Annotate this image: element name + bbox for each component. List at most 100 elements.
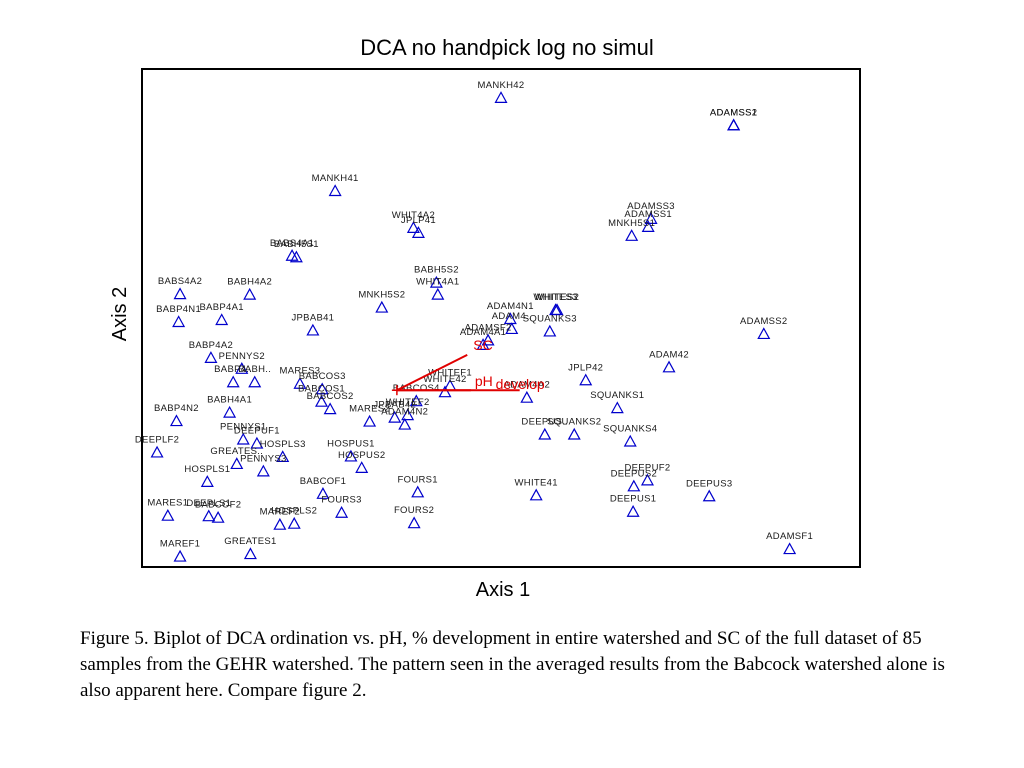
- data-point-marker: [248, 375, 262, 388]
- data-point-label: WHITEF2: [386, 397, 430, 408]
- data-point-marker: [226, 375, 240, 388]
- data-point-label: HOSPUS1: [327, 438, 375, 449]
- data-point-label: MAREF2: [260, 507, 300, 518]
- data-point-label: ADAM4A1: [460, 327, 506, 338]
- data-point-label: WHITE42: [423, 374, 466, 385]
- data-point-label: ADAMSS1: [710, 107, 758, 118]
- data-point-marker: [173, 549, 187, 562]
- data-point-label: SQUANKS4: [603, 424, 657, 435]
- data-point-marker: [236, 432, 250, 445]
- data-point-marker: [273, 517, 287, 530]
- data-point-marker: [230, 457, 244, 470]
- data-point-label: WHITEF1: [428, 368, 472, 379]
- data-point-label: BABH5S2: [414, 265, 459, 276]
- data-point-label: WHITES3: [533, 292, 577, 303]
- data-point-label: MNKH5S2: [358, 290, 405, 301]
- data-point-marker: [538, 427, 552, 440]
- data-point-label: BABCOS1: [298, 384, 345, 395]
- data-point-marker: [623, 434, 637, 447]
- data-point-label: HOSPUS2: [338, 450, 386, 461]
- data-point-marker: [644, 212, 658, 224]
- data-point-marker: [626, 504, 640, 517]
- data-point-marker: [243, 547, 257, 560]
- biplot-chart: DCA no handpick log no simul MANKH42 ADAM…: [109, 35, 861, 601]
- data-point-label: ADAMSS2: [710, 107, 758, 118]
- data-point-label: ADAM42: [649, 349, 689, 360]
- data-point-label: BABP4A2: [189, 340, 233, 351]
- data-point-marker: [202, 509, 216, 522]
- data-point-label: HOSPLS1: [184, 464, 230, 475]
- data-point-marker: [579, 373, 593, 386]
- data-point-marker: [204, 351, 218, 363]
- data-point-label: PENNYS2: [219, 351, 265, 362]
- data-point-marker: [363, 414, 377, 427]
- data-point-marker: [316, 487, 330, 499]
- data-point-marker: [276, 450, 290, 463]
- data-point-marker: [314, 394, 329, 407]
- data-point-label: FOURS2: [394, 505, 434, 516]
- data-point-label: DEEPUS3: [686, 478, 732, 489]
- data-point-label: BABH4A1: [207, 395, 252, 406]
- data-point-label: WHIT4A2: [392, 210, 435, 221]
- data-point-marker: [494, 91, 508, 103]
- data-point-label: ADAM4N1: [487, 301, 534, 312]
- data-point-label: BABH4A2: [227, 277, 272, 288]
- data-point-marker: [476, 338, 490, 350]
- data-point-marker: [641, 220, 655, 232]
- data-point-marker: [375, 300, 389, 313]
- data-point-label: WHITES2: [535, 292, 579, 303]
- data-point-marker: [289, 250, 303, 263]
- data-point-marker: [411, 485, 425, 498]
- data-point-marker: [293, 376, 307, 389]
- data-point-marker: [328, 184, 342, 197]
- data-point-label: HOSPLS3: [260, 439, 306, 450]
- vector-arrow-sc: [396, 353, 468, 392]
- data-point-marker: [625, 229, 639, 241]
- data-point-marker: [398, 417, 412, 430]
- plot-frame: [141, 68, 861, 568]
- chart-title: DCA no handpick log no simul: [360, 35, 654, 60]
- data-point-marker: [406, 221, 420, 233]
- data-point-label: GREATES..: [210, 446, 263, 457]
- data-point-label: ADAMSF2: [465, 322, 512, 333]
- data-point-marker: [543, 324, 557, 337]
- vectors-layer: SC pH develop: [391, 337, 545, 396]
- data-point-label: ADAMSS1: [624, 209, 672, 220]
- data-point-marker: [211, 510, 225, 523]
- data-point-marker: [235, 362, 249, 374]
- data-point-label: BABS4A1: [270, 238, 314, 249]
- data-point-marker: [520, 390, 534, 403]
- data-point-label: JPLP42: [568, 362, 603, 373]
- data-point-label: PENNYS1: [220, 422, 266, 433]
- data-point-label: WHIT4A1: [416, 277, 459, 288]
- data-point-marker: [757, 327, 771, 340]
- data-point-marker: [610, 401, 624, 414]
- data-point-marker: [727, 118, 741, 131]
- data-point-marker: [529, 488, 543, 501]
- data-point-marker: [243, 287, 257, 300]
- data-point-label: DEEPUF2: [625, 462, 671, 473]
- data-point-label: ADAMSS2: [740, 316, 788, 327]
- data-point-marker: [169, 414, 183, 427]
- data-point-label: HOSPLS2: [271, 506, 317, 517]
- data-point-label: JPBAB42: [373, 400, 416, 411]
- data-point-label: BABP4N1: [156, 304, 201, 315]
- data-point-marker: [200, 475, 214, 487]
- data-point-marker: [662, 360, 676, 373]
- data-point-marker: [783, 542, 797, 555]
- data-point-label: SQUANKS1: [590, 390, 644, 401]
- data-point-label: MARES1: [147, 498, 188, 509]
- x-axis-label: Axis 1: [476, 579, 530, 601]
- data-point-label: BABP4A1: [200, 302, 244, 313]
- data-point-marker: [315, 382, 329, 395]
- data-point-marker: [256, 464, 270, 477]
- data-point-label: ADAM4N2: [381, 407, 428, 418]
- data-point-marker: [355, 461, 369, 473]
- data-point-marker: [702, 489, 716, 502]
- data-point-label: JPLP41: [401, 215, 436, 226]
- data-point-marker: [287, 516, 301, 529]
- data-point-label: ADAMSF1: [766, 531, 813, 542]
- data-point-marker: [411, 226, 425, 238]
- figure-caption: Figure 5. Biplot of DCA ordination vs. p…: [80, 628, 945, 701]
- vector-label-develop: develop: [496, 376, 545, 392]
